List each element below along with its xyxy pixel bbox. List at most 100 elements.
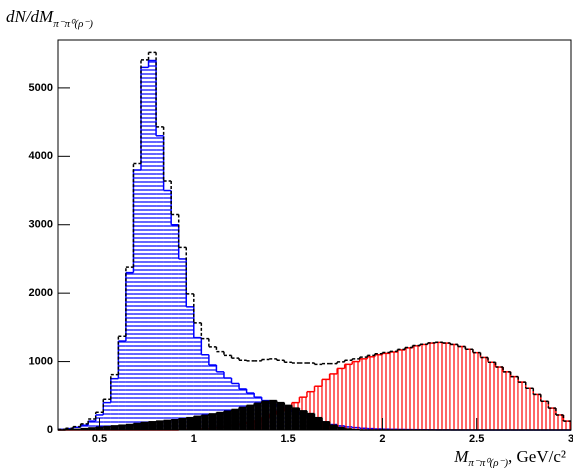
bar	[450, 344, 458, 430]
y-tick-label: 5000	[29, 82, 53, 94]
bar	[178, 258, 187, 430]
y-tick-label: 4000	[29, 150, 53, 162]
bar	[88, 427, 96, 430]
x-axis-label-unit: , GeV/c²	[508, 447, 566, 466]
bar	[125, 272, 134, 430]
bar	[374, 354, 383, 430]
bar	[480, 357, 489, 430]
bar	[284, 405, 292, 430]
bar	[397, 349, 406, 430]
bar	[555, 414, 564, 430]
bar	[193, 416, 202, 430]
bar	[140, 67, 149, 431]
y-axis-label-sub: π⁻π⁰(ρ⁻)	[53, 18, 93, 30]
bar	[518, 382, 526, 430]
bar	[322, 379, 330, 430]
bar	[359, 358, 368, 430]
bar	[231, 409, 240, 430]
bar	[254, 403, 262, 430]
y-tick-label: 1000	[29, 355, 53, 367]
bar	[314, 386, 323, 430]
bar	[156, 135, 164, 430]
frame	[57, 39, 572, 431]
bar	[148, 421, 157, 430]
bar	[389, 352, 398, 430]
x-tick-label: 1	[191, 433, 197, 445]
bar	[457, 346, 466, 430]
bar	[156, 421, 164, 430]
bar	[337, 427, 345, 430]
bar	[412, 345, 421, 430]
bar	[261, 401, 270, 430]
bar	[223, 411, 232, 430]
bar	[140, 422, 149, 430]
bar	[540, 401, 549, 430]
bar	[118, 425, 126, 430]
bar	[103, 402, 111, 430]
bar	[276, 402, 285, 430]
bar	[503, 371, 511, 430]
bar	[216, 371, 224, 430]
y-tick-label: 2000	[29, 287, 53, 299]
bar	[88, 421, 96, 430]
bar	[110, 425, 119, 430]
bar	[314, 417, 323, 430]
bar	[239, 407, 247, 430]
x-axis-label: Mπ⁻π⁰(ρ⁻), GeV/c²	[453, 447, 566, 468]
bar	[337, 368, 345, 430]
bar	[118, 341, 126, 430]
bar	[201, 354, 209, 430]
bar	[465, 349, 473, 430]
bar	[322, 421, 330, 430]
bar	[299, 410, 307, 430]
y-tick-label: 3000	[29, 219, 53, 231]
bar	[133, 423, 141, 430]
bar	[352, 361, 360, 430]
bar	[269, 400, 277, 430]
bar	[201, 415, 209, 430]
bar	[171, 224, 179, 430]
bar	[405, 347, 413, 430]
bar	[80, 425, 89, 430]
bar	[216, 412, 224, 430]
bar	[382, 353, 390, 430]
bar	[163, 190, 172, 430]
x-tick-label: 3	[568, 433, 573, 445]
bar	[163, 420, 172, 430]
y-axis-label: dN/dMπ⁻π⁰(ρ⁻)	[6, 7, 93, 30]
bar	[329, 373, 338, 430]
y-axis-label-main: dN/dM	[6, 7, 54, 26]
bar	[344, 364, 353, 430]
bar	[525, 388, 534, 430]
x-axis-label-main: M	[453, 447, 469, 466]
bar	[125, 424, 134, 430]
bar	[548, 408, 556, 430]
x-tick-label: 0.5	[92, 433, 107, 445]
bar	[367, 356, 375, 430]
y-tick-label: 0	[47, 424, 53, 436]
bar	[488, 362, 496, 430]
bar	[148, 60, 157, 431]
bar	[329, 425, 338, 430]
bar	[223, 378, 232, 430]
bar	[208, 365, 217, 430]
bar	[306, 391, 315, 430]
x-tick-label: 2	[379, 433, 385, 445]
bar	[186, 306, 194, 430]
bar	[133, 170, 141, 430]
bar	[291, 408, 300, 430]
bar	[533, 394, 541, 430]
bar	[495, 367, 504, 430]
bar	[472, 352, 481, 430]
bar	[563, 421, 571, 430]
bar	[510, 376, 519, 430]
bar	[186, 417, 194, 430]
bar	[171, 419, 179, 430]
plot-area	[58, 51, 571, 431]
x-tick-label: 1.5	[280, 433, 295, 445]
bar	[178, 418, 187, 430]
bar	[231, 383, 240, 430]
bar	[435, 342, 443, 430]
bar	[193, 337, 202, 430]
